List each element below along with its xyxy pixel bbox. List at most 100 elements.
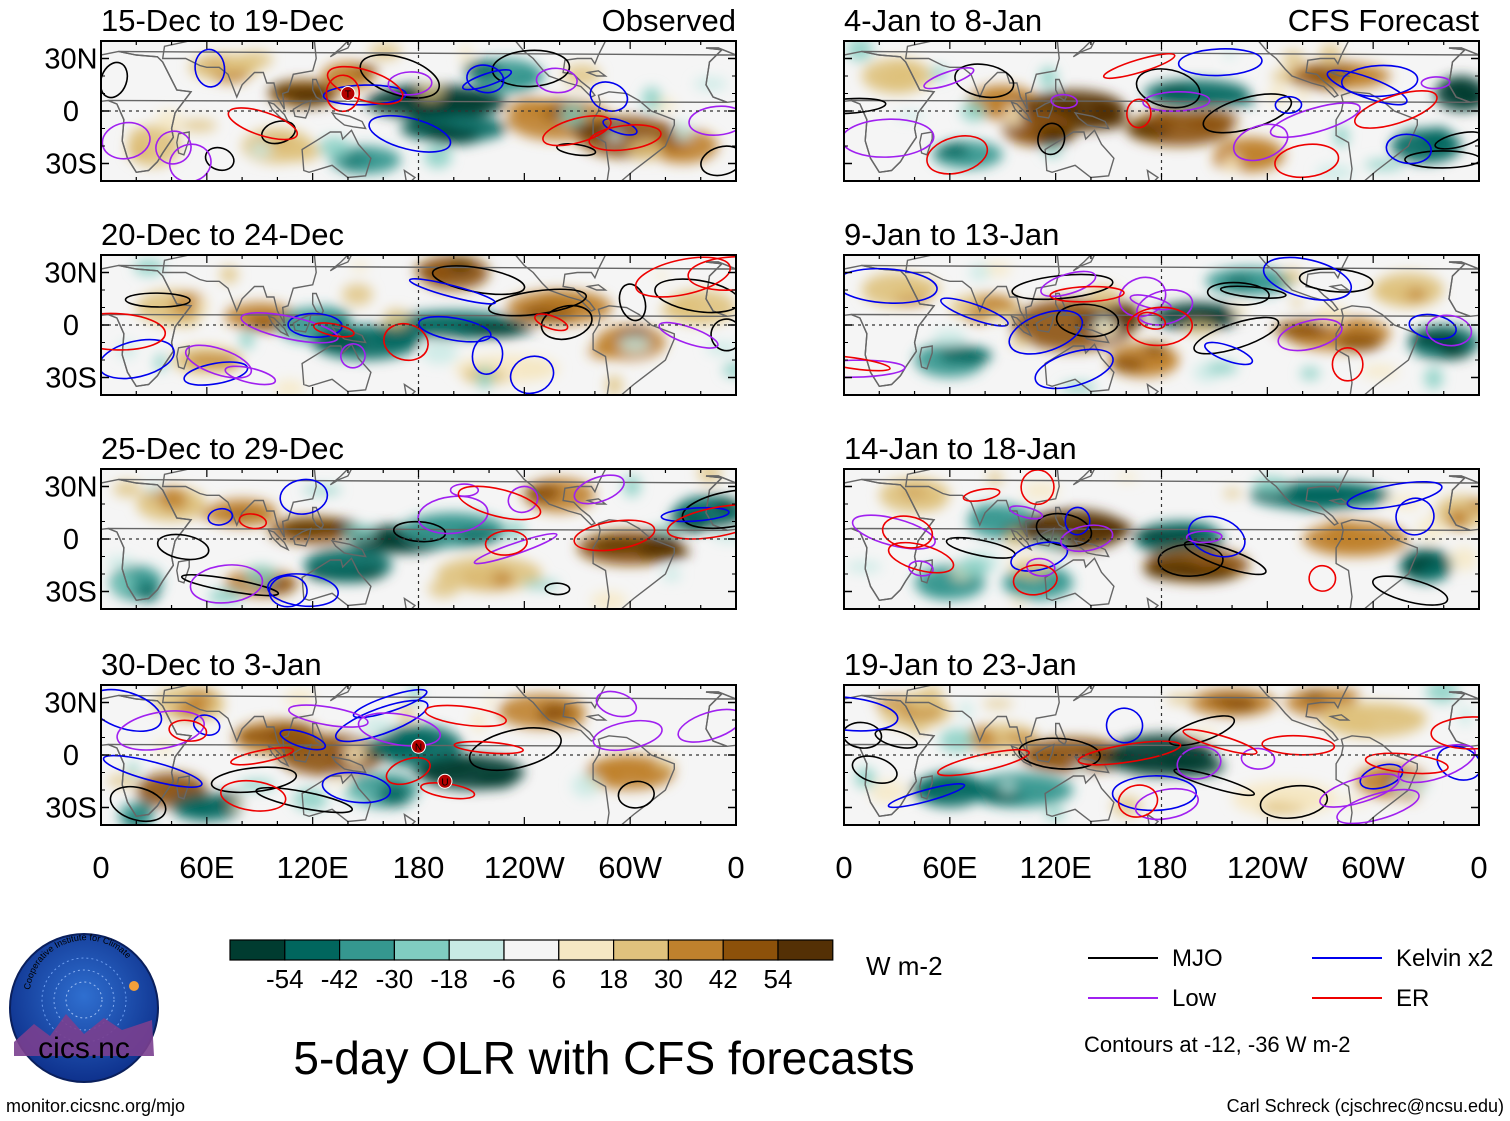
- panel-title-obs1: 15-Dec to 19-Dec: [101, 3, 344, 38]
- olr-anomaly-blob: [1290, 483, 1375, 500]
- coastline: [919, 775, 933, 800]
- olr-anomaly-blob: [509, 97, 553, 118]
- contour-low: [507, 485, 539, 514]
- contour-mjo: [210, 766, 298, 794]
- olr-anomaly-blob: [318, 567, 364, 579]
- coastline: [301, 557, 372, 607]
- coastline: [267, 529, 290, 552]
- olr-anomaly-blob: [349, 156, 385, 168]
- olr-anomaly-blob: [1046, 126, 1076, 142]
- coastline: [161, 685, 317, 754]
- contour-er: [1126, 306, 1194, 347]
- contour-kelvin-x2: [1177, 48, 1263, 77]
- contour-note: Contours at -12, -36 W m-2: [1084, 1032, 1351, 1057]
- olr-anomaly-blob: [284, 688, 315, 708]
- coastline: [514, 469, 607, 526]
- contour-low: [116, 710, 205, 751]
- contour-low: [1232, 123, 1289, 162]
- contour-er: [1182, 728, 1258, 756]
- coastline: [1054, 78, 1068, 102]
- olr-anomaly-blob: [571, 773, 600, 798]
- contour-low: [1319, 773, 1400, 808]
- olr-anomaly-blob: [1314, 304, 1349, 326]
- olr-anomaly-blob: [288, 93, 331, 106]
- olr-anomaly-blob: [1143, 559, 1203, 580]
- olr-anomaly-blob: [463, 576, 498, 589]
- olr-anomaly-blob: [960, 100, 986, 122]
- coastline: [161, 469, 317, 538]
- y-tick-label: 0: [63, 740, 79, 772]
- x-tick-label: 180: [393, 850, 445, 885]
- colorbar-label: 54: [764, 964, 793, 994]
- contour-kelvin-x2: [887, 783, 966, 809]
- olr-anomaly-blob: [1416, 517, 1445, 541]
- olr-anomaly-blob: [1252, 476, 1289, 494]
- olr-anomaly-blob: [162, 787, 191, 799]
- coastline: [514, 685, 607, 742]
- olr-anomaly-blob: [1282, 49, 1305, 68]
- contour-mjo: [1055, 303, 1120, 338]
- coastline: [292, 313, 312, 333]
- x-tick-label: 0: [835, 850, 852, 885]
- plot-area-obs4: [101, 685, 736, 825]
- contour-mjo: [204, 146, 235, 172]
- coastline: [1054, 722, 1068, 746]
- olr-anomaly-blob: [471, 711, 488, 733]
- wave-contours: [156, 474, 736, 608]
- contour-mjo: [1206, 281, 1270, 306]
- colorbar-swatch: [612, 939, 669, 961]
- olr-anomaly-blob: [454, 529, 499, 545]
- coastline: [1073, 111, 1110, 130]
- olr-anomaly-blob: [503, 71, 544, 88]
- coastline: [1035, 743, 1055, 763]
- colorbar-swatch: [339, 939, 396, 961]
- olr-anomaly-blob: [1300, 367, 1321, 380]
- coastline: [904, 255, 1060, 324]
- contour-mjo: [491, 49, 571, 88]
- colorbar-swatch: [503, 939, 560, 961]
- olr-anomaly-blob: [155, 109, 183, 132]
- olr-anomaly-blob: [873, 696, 909, 708]
- olr-anomaly-blob: [172, 801, 211, 811]
- colorbar-label: 42: [709, 964, 738, 994]
- contour-low: [535, 67, 578, 94]
- plot-area-obs3: [101, 469, 736, 609]
- olr-anomaly-blob: [1060, 382, 1097, 393]
- coastline: [176, 131, 190, 156]
- contour-mjo: [1037, 122, 1066, 156]
- panel-title-obs3: 25-Dec to 29-Dec: [101, 431, 344, 466]
- coastlines: [101, 255, 736, 395]
- contour-mjo: [109, 785, 167, 823]
- contour-er: [534, 313, 569, 332]
- contour-er: [457, 485, 542, 521]
- olr-anomaly-blob: [468, 562, 508, 574]
- olr-anomaly-blob: [368, 42, 402, 61]
- olr-anomaly-blob: [1045, 806, 1065, 821]
- y-tick-label: 0: [63, 524, 79, 556]
- coastline: [1010, 315, 1033, 338]
- olr-anomaly-blob: [956, 557, 991, 577]
- contour-kelvin-x2: [279, 478, 329, 515]
- olr-anomaly-blob: [1450, 546, 1478, 571]
- contour-er: [1261, 734, 1336, 756]
- olr-anomaly-blob: [1109, 356, 1146, 373]
- contour-er: [326, 65, 404, 105]
- panel-obs4: 30-Dec to 3-Jan N U 30N 0 30S: [44, 647, 737, 826]
- olr-anomaly-blob: [239, 330, 255, 350]
- panel-obs1: 15-Dec to 19-Dec T 30N 0 30S: [44, 3, 737, 182]
- olr-anomaly-blob: [279, 141, 321, 162]
- olr-anomaly-blob: [428, 579, 459, 598]
- contour-low: [1269, 102, 1361, 139]
- coastline: [403, 169, 417, 181]
- olr-anomaly-blob: [627, 139, 663, 161]
- contour-er: [385, 756, 431, 786]
- contour-mjo: [710, 318, 736, 352]
- contour-mjo: [618, 283, 647, 322]
- panel-title-fc1: 4-Jan to 8-Jan: [844, 3, 1042, 38]
- panel-title-fc2: 9-Jan to 13-Jan: [844, 217, 1059, 252]
- coastline: [585, 714, 608, 721]
- x-tick-label: 120W: [1227, 850, 1309, 885]
- contour-low: [240, 312, 339, 344]
- contour-low: [1397, 743, 1476, 784]
- olr-anomaly-blob: [1421, 561, 1443, 578]
